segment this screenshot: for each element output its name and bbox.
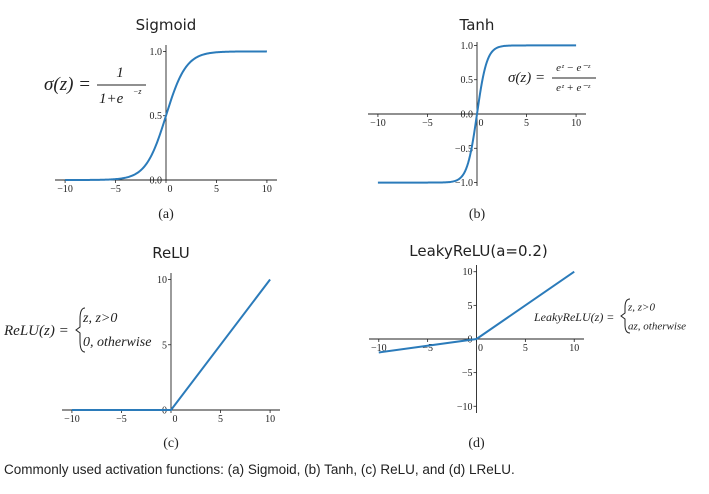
x-tick-label: −5 — [116, 414, 127, 425]
x-tick-label: 10 — [262, 184, 272, 195]
x-tick-label: 5 — [524, 118, 529, 129]
x-tick-label: 5 — [218, 414, 223, 425]
x-tick-label: 10 — [265, 414, 275, 425]
y-tick-label: 1.0 — [150, 47, 163, 58]
equation-case-otherwise: 0, otherwise — [83, 335, 151, 350]
activation-functions-figure: −10 −5 0 5 10 0.0 0.5 1.0 Sigmoid (a) σ(z) = 1 1+e −z… — [3, 16, 686, 451]
equation-lhs: σ(z) = — [44, 74, 91, 95]
y-tick-label: 1.0 — [461, 41, 474, 52]
x-tick-label: −5 — [422, 343, 433, 354]
chart-title: Sigmoid — [136, 16, 197, 34]
equation-case-otherwise: az, otherwise — [628, 321, 686, 333]
y-tick-label: 0.5 — [461, 75, 474, 86]
chart-panel-tanh: −10 −5 0 5 10 −1.0 −0.5 0.0 0.5 1.0 Tanh (b) σ(z) = e… — [368, 16, 596, 222]
equation-annotation: σ(z) = eᶻ − e⁻ᶻ eᶻ + e⁻ᶻ — [508, 62, 596, 94]
equation-case-positive: z, z>0 — [627, 302, 655, 314]
panel-label: (b) — [469, 207, 486, 222]
y-tick-label: −10 — [457, 402, 473, 413]
y-tick-label: 5 — [162, 340, 167, 351]
equation-annotation: ReLU(z) = z, z>0 0, otherwise — [3, 307, 151, 353]
panel-label: (c) — [163, 436, 179, 451]
y-tick-label: 0.5 — [150, 111, 163, 122]
equation-denominator: eᶻ + e⁻ᶻ — [556, 82, 591, 94]
y-tick-label: 5 — [468, 301, 473, 312]
x-tick-label: −10 — [64, 414, 80, 425]
y-tick-label: 0.0 — [461, 110, 474, 121]
chart-panel-leaky_relu: −10 −5 0 5 10−10−50510LeakyReLU(a=0.2)(d)Lea… — [369, 242, 686, 451]
figure-caption: Commonly used activation functions: (a) … — [4, 462, 515, 477]
equation-lhs: ReLU(z) = — [3, 323, 69, 339]
series-line — [71, 278, 271, 411]
equation-numerator: eᶻ − e⁻ᶻ — [556, 62, 591, 74]
x-tick-label: 10 — [571, 118, 581, 129]
equation-lhs: LeakyReLU(z) = — [533, 310, 614, 324]
series-line — [377, 44, 577, 184]
series-line — [378, 270, 575, 354]
chart-title: LeakyReLU(a=0.2) — [409, 242, 547, 260]
x-tick-label: 0 — [173, 414, 178, 425]
chart-panel-sigmoid: −10 −5 0 5 10 0.0 0.5 1.0 Sigmoid (a) σ(z) = 1 1+e −z — [44, 16, 277, 222]
y-tick-label: −5 — [462, 368, 473, 379]
panel-label: (d) — [468, 436, 485, 451]
x-tick-label: −5 — [110, 184, 121, 195]
x-tick-label: −10 — [371, 343, 387, 354]
y-tick-label: 0.0 — [150, 176, 163, 187]
x-tick-label: −10 — [370, 118, 386, 129]
x-tick-label: −10 — [57, 184, 73, 195]
y-tick-label: −1.0 — [455, 178, 473, 189]
equation-case-positive: z, z>0 — [82, 311, 117, 326]
case-brace — [620, 298, 631, 334]
x-tick-label: 5 — [214, 184, 219, 195]
x-tick-label: 0 — [168, 184, 173, 195]
chart-title: Tanh — [459, 16, 495, 34]
chart-title: ReLU — [152, 244, 190, 262]
series-line — [65, 50, 267, 181]
equation-exponent: −z — [133, 87, 142, 96]
x-tick-label: 0 — [479, 118, 484, 129]
panel-label: (a) — [158, 207, 174, 222]
equation-lhs: σ(z) = — [508, 70, 545, 86]
x-tick-label: 0 — [478, 343, 483, 354]
equation-annotation: LeakyReLU(z) = z, z>0 az, otherwise — [533, 298, 686, 334]
case-brace — [75, 307, 86, 353]
equation-annotation: σ(z) = 1 1+e −z — [44, 65, 146, 107]
y-tick-label: 10 — [157, 275, 167, 286]
y-tick-label: 10 — [463, 267, 473, 278]
x-tick-label: 5 — [523, 343, 528, 354]
x-tick-label: −5 — [422, 118, 433, 129]
equation-denominator: 1+e — [99, 91, 124, 107]
equation-numerator: 1 — [116, 65, 124, 81]
x-tick-label: 10 — [569, 343, 579, 354]
y-tick-label: −0.5 — [455, 144, 473, 155]
